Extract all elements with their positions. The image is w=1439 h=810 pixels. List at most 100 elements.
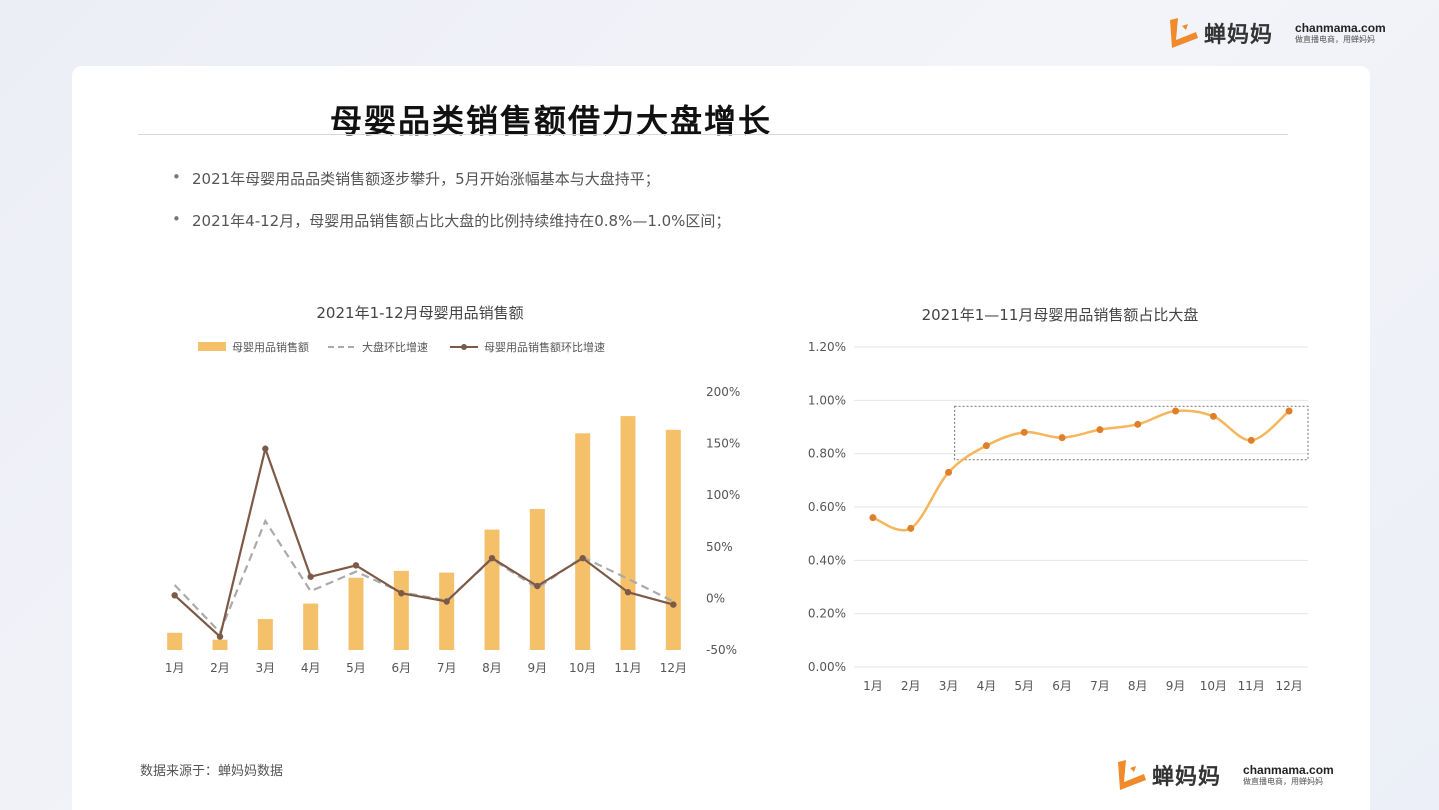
share-chart-title: 2021年1—11月母婴用品销售额占比大盘	[921, 306, 1199, 324]
growth-point	[624, 589, 632, 596]
bar	[575, 433, 591, 650]
bar	[257, 619, 273, 650]
x-axis-tick: 7月	[1090, 679, 1110, 693]
x-axis-tick: 11月	[614, 661, 641, 675]
share-point	[869, 514, 877, 522]
slide-card	[72, 66, 1370, 810]
brand-logo-top: 蝉妈妈 chanmama.com 做直播电商，用蝉妈妈	[1162, 14, 1386, 52]
right-axis-tick: -50%	[706, 643, 737, 657]
x-axis-tick: 5月	[346, 661, 366, 675]
chanmama-logo-icon	[1118, 760, 1146, 790]
x-axis-tick: 6月	[1052, 679, 1072, 693]
bar	[167, 632, 183, 650]
x-axis-tick: 7月	[437, 661, 457, 675]
x-axis-tick: 2月	[210, 661, 230, 675]
share-point	[1209, 412, 1217, 420]
brand-slogan: 做直播电商，用蝉妈妈	[1295, 35, 1376, 45]
x-axis-tick: 5月	[1014, 679, 1034, 693]
share-point	[1134, 420, 1142, 428]
y-axis-tick: 1.00%	[808, 393, 846, 407]
right-axis-tick: 100%	[706, 488, 740, 502]
x-axis-tick: 12月	[1275, 679, 1302, 693]
bullet-2: 2021年4-12月，母婴用品销售额占比大盘的比例持续维持在0.8%—1.0%区…	[172, 210, 730, 231]
growth-point	[171, 592, 178, 599]
page-title: 母婴品类销售额借力大盘增长	[330, 102, 773, 140]
share-point	[1247, 436, 1255, 444]
brand-site: chanmama.com	[1243, 763, 1334, 777]
chanmama-logo-icon	[1170, 18, 1198, 48]
legend-swatch-marker	[461, 344, 467, 350]
x-axis-tick: 9月	[1166, 679, 1186, 693]
share-chart: 1.20% 1.00% 0.80% 0.60% 0.40% 0.20% 0.00% 1月 2月 3…	[808, 340, 1309, 693]
title-divider	[138, 134, 1288, 135]
growth-point	[307, 573, 314, 580]
y-axis-tick: 0.00%	[808, 660, 846, 674]
brand-name: 蝉妈妈	[1204, 23, 1274, 48]
x-axis-tick: 10月	[1200, 679, 1227, 693]
x-axis-tick: 4月	[977, 679, 997, 693]
bar	[484, 529, 500, 650]
brand-site: chanmama.com	[1295, 21, 1386, 35]
bar	[620, 416, 636, 650]
growth-point	[488, 554, 496, 562]
x-axis-tick: 8月	[482, 661, 502, 675]
y-axis-tick: 0.20%	[808, 607, 846, 621]
y-axis-tick: 0.40%	[808, 553, 846, 567]
sales-chart-title: 2021年1-12月母婴用品销售额	[316, 304, 524, 322]
bar	[348, 577, 364, 650]
legend-label: 大盘环比增速	[362, 340, 428, 354]
right-axis-tick: 200%	[706, 385, 740, 399]
growth-point	[352, 562, 360, 569]
share-point	[945, 468, 953, 476]
brand-slogan: 做直播电商，用蝉妈妈	[1243, 777, 1324, 787]
right-axis-tick: 150%	[706, 437, 740, 451]
x-axis-tick: 8月	[1128, 679, 1148, 693]
x-axis-tick: 9月	[528, 661, 548, 675]
x-axis-tick: 1月	[165, 661, 185, 675]
share-point	[1096, 426, 1104, 434]
mother-baby-growth-line	[173, 444, 674, 639]
x-axis-tick: 2月	[901, 679, 921, 693]
bar	[212, 639, 228, 650]
growth-point	[216, 633, 224, 640]
share-point	[1020, 428, 1028, 436]
y-axis-tick: 1.20%	[808, 340, 846, 354]
x-axis-tick: 6月	[392, 661, 412, 675]
bullet-1: 2021年母婴用品品类销售额逐步攀升，5月开始涨幅基本与大盘持平；	[172, 168, 730, 189]
growth-point	[670, 601, 677, 608]
right-axis-tick: 0%	[706, 591, 725, 605]
bar	[665, 429, 681, 650]
x-axis-tick: 11月	[1238, 679, 1265, 693]
growth-point	[534, 582, 541, 590]
bar	[393, 570, 409, 650]
share-point	[1058, 434, 1066, 442]
x-axis-tick: 1月	[863, 679, 883, 693]
bar	[529, 508, 545, 650]
share-point	[1172, 407, 1180, 415]
data-source: 数据来源于：蝉妈妈数据	[140, 764, 284, 779]
brand-name: 蝉妈妈	[1152, 765, 1222, 790]
legend-label: 母婴用品销售额	[232, 340, 309, 354]
market-growth-line	[173, 518, 674, 635]
x-axis-tick: 4月	[301, 661, 321, 675]
x-axis-tick: 3月	[939, 679, 959, 693]
x-axis-tick: 3月	[256, 661, 276, 675]
share-point	[982, 442, 990, 450]
summary-bullets: 2021年母婴用品品类销售额逐步攀升，5月开始涨幅基本与大盘持平； 2021年4…	[172, 168, 730, 252]
legend-swatch-bar	[198, 342, 226, 351]
share-point	[1285, 407, 1293, 415]
brand-logo-bottom: 蝉妈妈 chanmama.com 做直播电商，用蝉妈妈	[1110, 756, 1334, 794]
x-axis-tick: 10月	[569, 661, 596, 675]
share-point	[907, 524, 915, 532]
share-line	[872, 409, 1290, 532]
legend-label: 母婴用品销售额环比增速	[484, 340, 605, 354]
right-axis-tick: 50%	[706, 540, 733, 554]
x-axis-tick: 12月	[660, 661, 687, 675]
growth-point	[398, 590, 405, 597]
growth-point	[579, 554, 586, 562]
growth-point	[443, 598, 450, 605]
sales-chart: 母婴用品销售额 大盘环比增速 母婴用品销售额环比增速 200% 150% 100% 50% 0…	[165, 340, 740, 675]
y-axis-tick: 0.80%	[808, 447, 846, 461]
bar	[303, 603, 319, 650]
highlight-box	[953, 405, 1309, 461]
